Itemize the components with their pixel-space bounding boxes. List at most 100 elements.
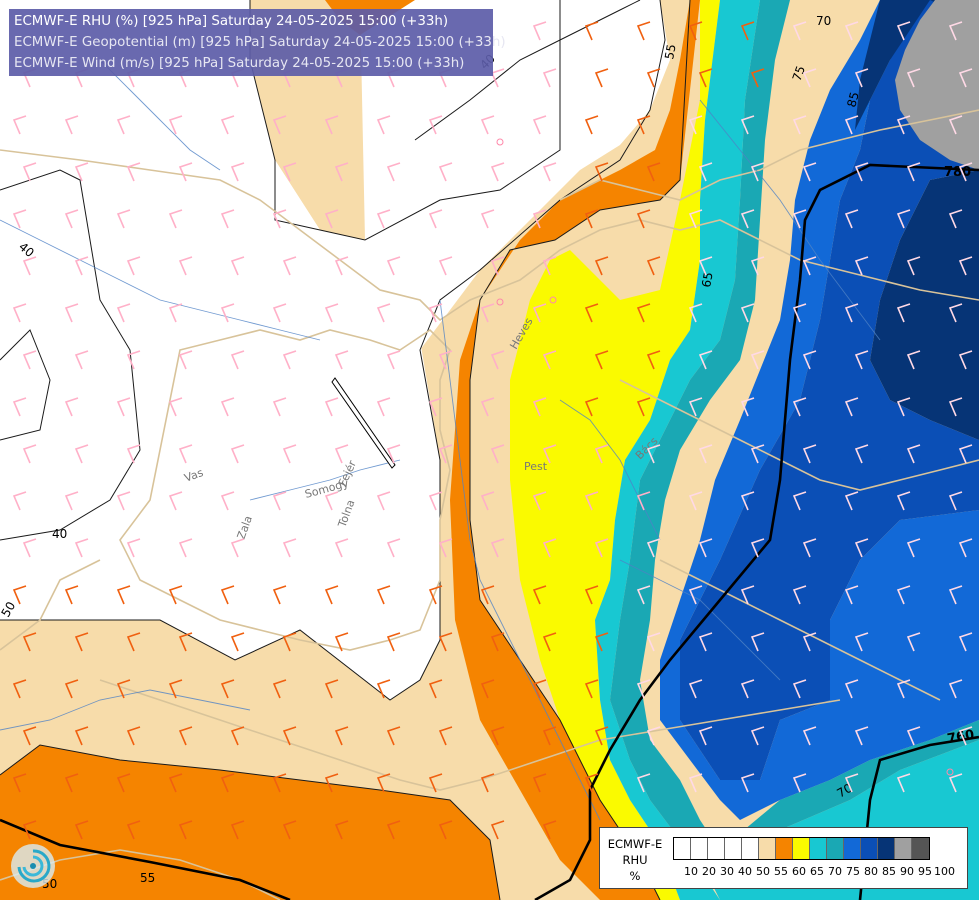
legend-tick-label: 70 <box>828 865 842 878</box>
legend-swatch <box>759 838 776 859</box>
wind-barb-icon <box>594 256 609 276</box>
wind-barb-icon <box>750 726 765 746</box>
wind-barb-icon <box>22 632 37 652</box>
legend-tick-label: 40 <box>738 865 752 878</box>
wind-barb-icon <box>490 350 505 370</box>
wind-barb-icon <box>802 256 817 276</box>
wind-barb-icon <box>750 162 765 182</box>
legend-tick-label: 80 <box>864 865 878 878</box>
wind-barb-icon <box>116 585 131 605</box>
wind-barb-icon <box>220 773 235 793</box>
wind-barb-icon <box>74 632 89 652</box>
contour-label: 70 <box>816 14 831 28</box>
wind-barb-icon <box>584 397 599 417</box>
wind-barb-icon <box>386 726 401 746</box>
wind-barb-icon <box>126 726 141 746</box>
wind-barb-icon <box>594 538 609 558</box>
legend-title-line1: ECMWF-E <box>607 837 663 851</box>
wind-barb-icon <box>64 585 79 605</box>
wind-barb-icon <box>220 115 235 135</box>
wind-barb-icon <box>636 209 651 229</box>
rhu-zone-90-95 <box>895 0 979 170</box>
wind-barb-icon <box>480 773 495 793</box>
wind-barb-icon <box>168 585 183 605</box>
legend-ticks: 10 20 30 40 50 55 60 65 70 75 80 85 90 95 100 <box>682 865 955 878</box>
wind-barb-icon <box>854 256 869 276</box>
wind-barb-icon <box>178 632 193 652</box>
wind-barb-icon <box>688 679 703 699</box>
title-geopotential: ECMWF-E Geopotential (m) [925 hPa] Satur… <box>14 35 506 50</box>
wind-barb-icon <box>948 397 963 417</box>
rhu-zone-80-85 <box>680 0 979 780</box>
contour-label: 55 <box>662 43 678 60</box>
wind-barb-icon <box>636 773 651 793</box>
wind-barb-icon <box>334 820 349 840</box>
legend-swatch <box>912 838 929 859</box>
wind-barb-icon <box>22 256 37 276</box>
wind-barb-icon <box>542 256 557 276</box>
wind-barb-icon <box>282 162 297 182</box>
wind-barb-icon <box>428 491 443 511</box>
wind-barb-icon <box>480 115 495 135</box>
wind-barb-icon <box>12 209 27 229</box>
rhu-zone-65-70 <box>595 0 760 900</box>
wind-barb-icon <box>740 115 755 135</box>
wind-barb-icon <box>792 21 807 41</box>
wind-barb-icon <box>126 162 141 182</box>
legend-swatch <box>776 838 793 859</box>
wind-barb-icon <box>948 679 963 699</box>
wind-barb-icon <box>636 491 651 511</box>
wind-barb-icon <box>844 303 859 323</box>
wind-barb-icon <box>230 444 245 464</box>
wind-barb-icon <box>230 256 245 276</box>
wind-barb-icon <box>126 820 141 840</box>
rivers <box>0 59 881 821</box>
wind-barb-icon <box>948 303 963 323</box>
wind-barb-icon <box>282 538 297 558</box>
wind-barb-icon <box>490 726 505 746</box>
rhu-legend: ECMWF-E RHU % 10 20 30 40 50 55 60 65 70 75 80 85 90… <box>599 827 968 889</box>
wind-barb-icon <box>334 444 349 464</box>
wind-barb-icon <box>542 820 557 840</box>
wind-barb-icon <box>334 538 349 558</box>
wind-barb-icon <box>334 350 349 370</box>
wind-barb-icon <box>230 726 245 746</box>
wind-barb-icon <box>792 115 807 135</box>
wind-barb-icon <box>948 21 963 41</box>
wind-barb-icon <box>844 209 859 229</box>
wind-barb-icon <box>958 162 973 182</box>
wind-barb-icon <box>428 679 443 699</box>
wind-barb-icon <box>906 444 921 464</box>
wind-barb-icon <box>230 162 245 182</box>
wind-barb-icon <box>64 115 79 135</box>
contour-label: 55 <box>140 871 155 885</box>
wind-barb-icon <box>698 444 713 464</box>
wind-barb-icon <box>584 679 599 699</box>
wind-barb-icon <box>688 491 703 511</box>
wind-barb-icon <box>168 303 183 323</box>
rhu-zone-85-90-north <box>855 0 930 130</box>
wind-barb-icon <box>386 162 401 182</box>
wind-barb-icon <box>272 209 287 229</box>
wind-barb-icon <box>428 773 443 793</box>
wind-barb-icon <box>646 68 661 88</box>
rhu-zone-75-80 <box>660 0 979 820</box>
wind-barb-icon <box>428 585 443 605</box>
wind-barb-icon <box>324 303 339 323</box>
wind-barb-icon <box>636 115 651 135</box>
wind-barb-icon <box>12 397 27 417</box>
wind-barb-icon <box>688 21 703 41</box>
wind-barb-icon <box>74 444 89 464</box>
wind-barb-icon <box>22 350 37 370</box>
wind-barb-icon <box>376 679 391 699</box>
legend-title-line2: RHU <box>622 853 648 867</box>
wind-barb-icon <box>532 773 547 793</box>
wind-barb-icon <box>220 585 235 605</box>
legend-tick-label: 20 <box>702 865 716 878</box>
wind-barb-icon <box>854 538 869 558</box>
wind-barb-icon <box>480 303 495 323</box>
rhu-zone-70-75 <box>610 0 790 870</box>
wind-barb-icon <box>282 350 297 370</box>
wind-barb-icon <box>896 115 911 135</box>
wind-barb-icon <box>74 162 89 182</box>
